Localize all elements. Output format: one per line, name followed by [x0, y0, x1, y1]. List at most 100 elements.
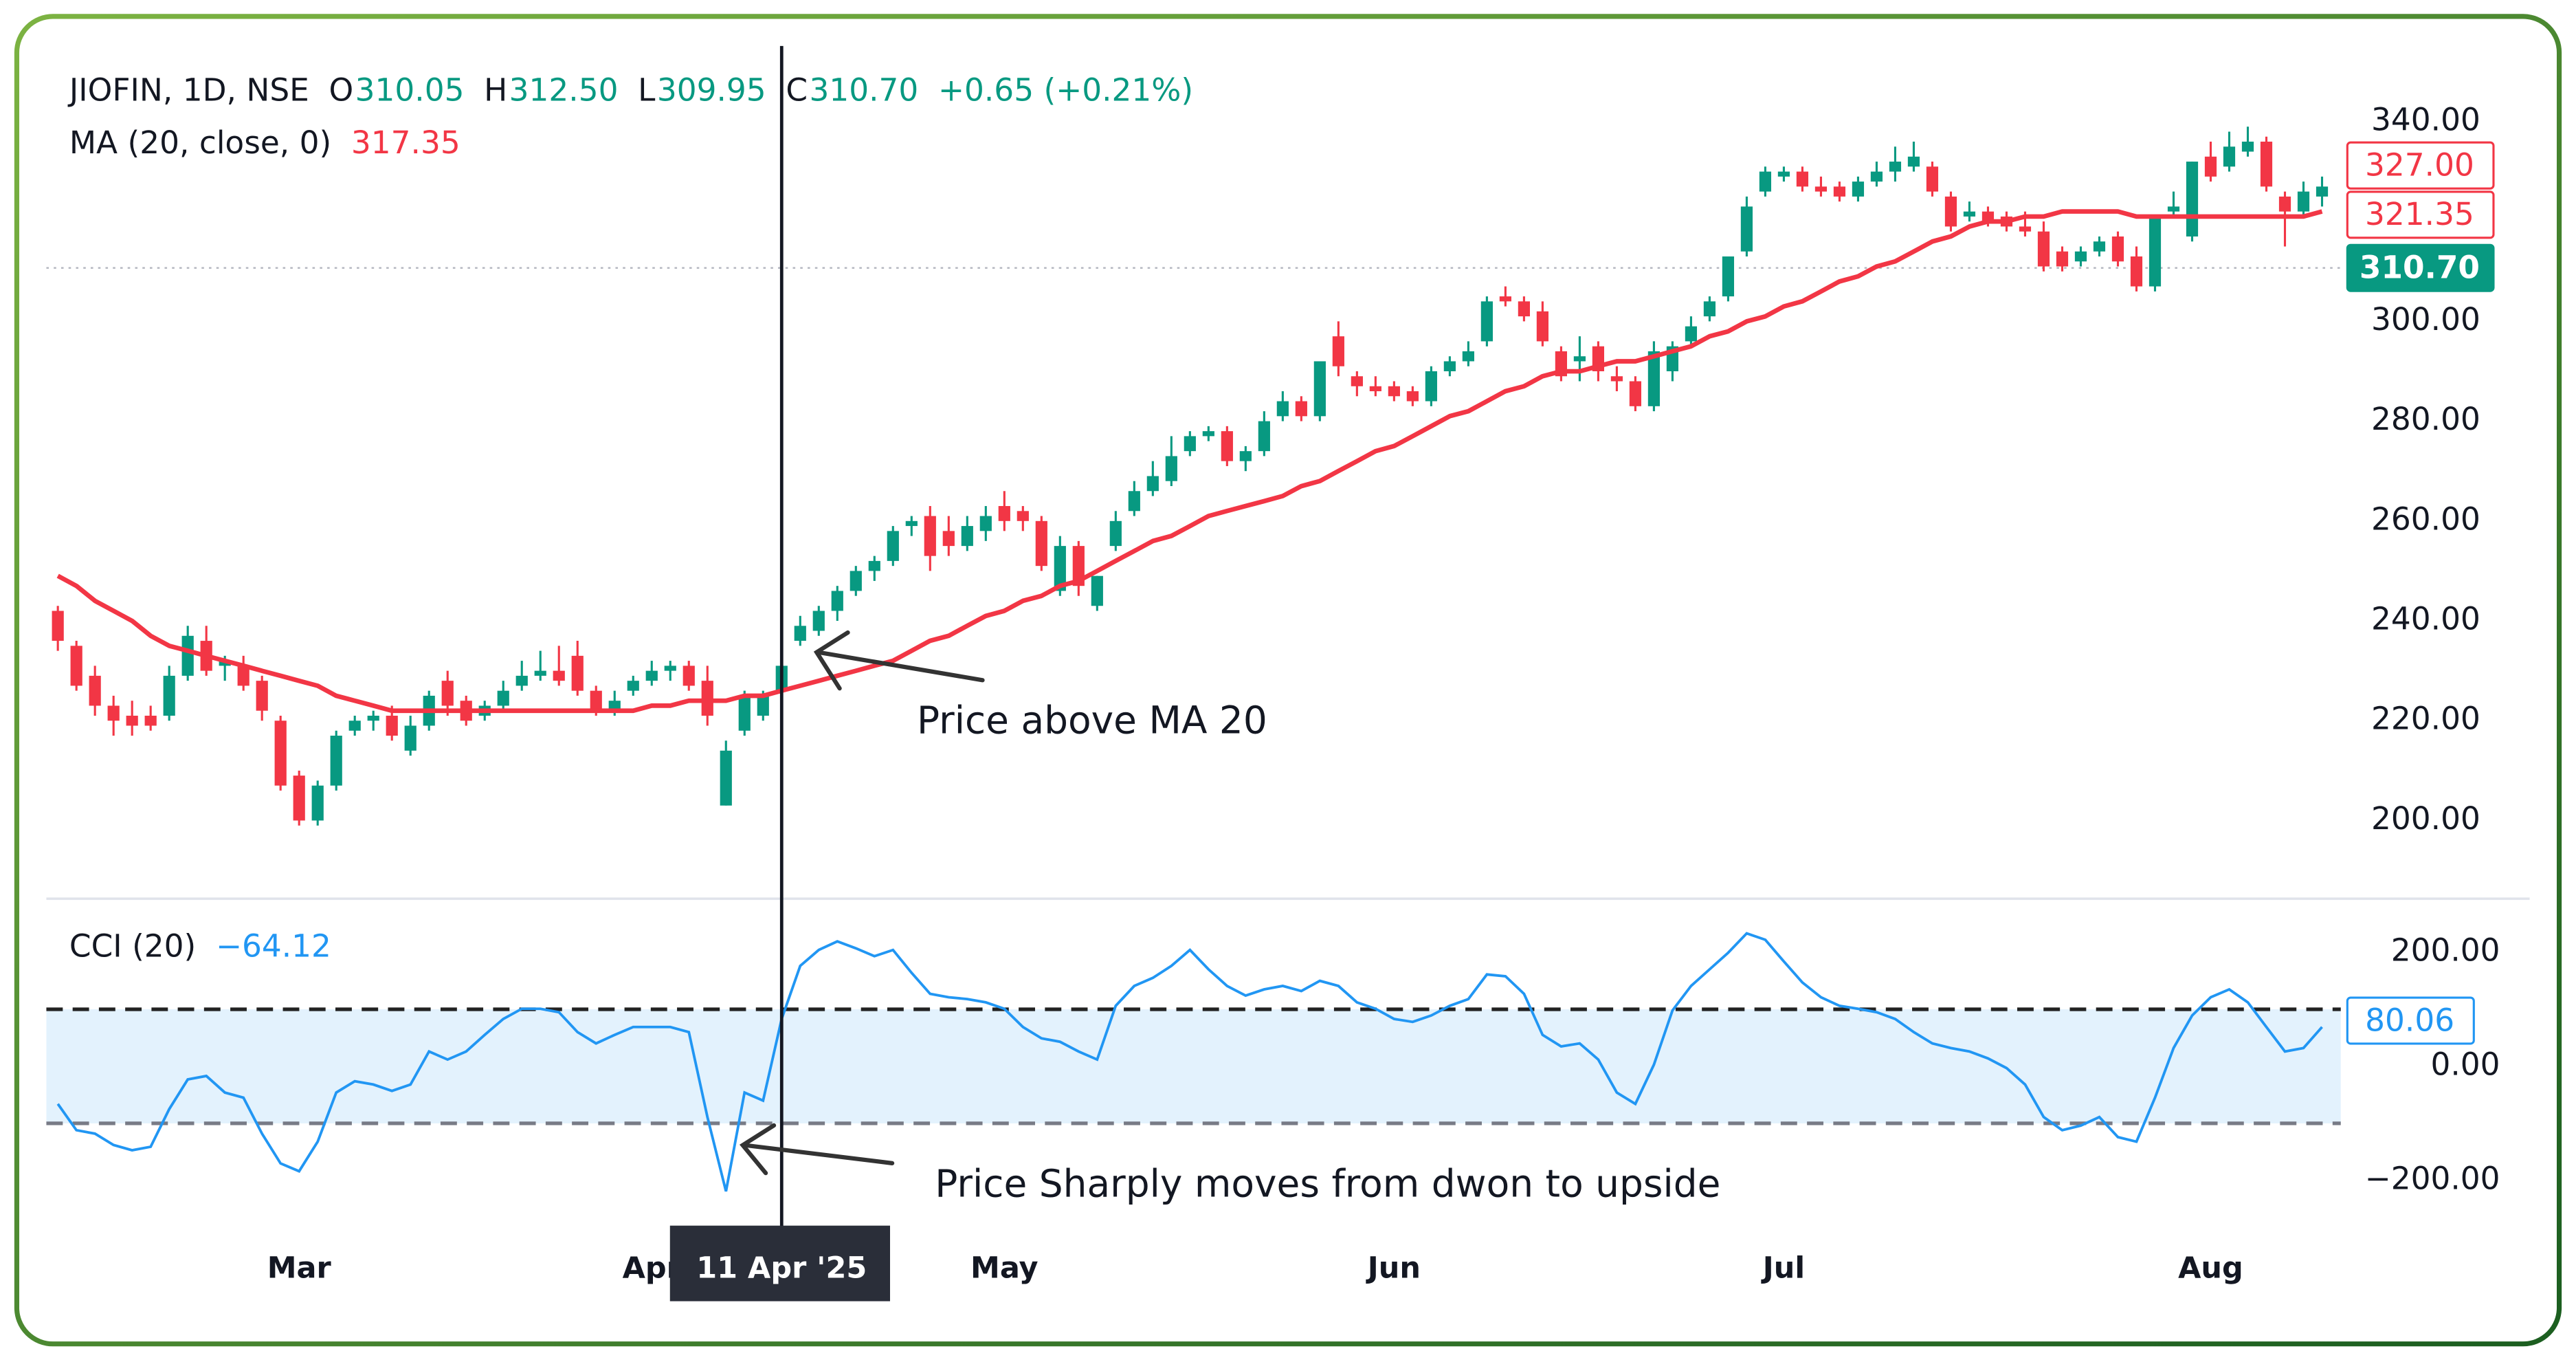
candle-body: [1332, 336, 1344, 366]
candle-body: [70, 646, 82, 686]
candle-body: [1406, 391, 1419, 402]
candle-body: [2167, 206, 2180, 212]
candle-body: [2130, 256, 2143, 287]
candle-body: [1035, 520, 1047, 567]
candle-body: [1221, 431, 1233, 461]
ohlc-key: C: [786, 72, 808, 108]
candle-body: [924, 516, 936, 556]
y-tick-label: 240.00: [2371, 601, 2480, 637]
candle-body: [720, 750, 732, 806]
candle-body: [961, 526, 973, 547]
candle-body: [256, 681, 268, 711]
candle-body: [701, 681, 713, 716]
cci-tag-label: 80.06: [2365, 1002, 2454, 1038]
candle-body: [794, 626, 806, 641]
candle-body: [1054, 546, 1066, 591]
candle-body: [404, 725, 417, 751]
candle-body: [757, 695, 769, 716]
candle-body: [2223, 146, 2236, 167]
plot-layer: 200.00220.00240.00260.00280.00300.00320.…: [46, 45, 2500, 1301]
candle-body: [1963, 211, 1976, 217]
candle-body: [2316, 186, 2329, 197]
legend-name: CCI (20): [69, 927, 196, 964]
candle-body: [1610, 376, 1623, 382]
candle-body: [126, 715, 138, 726]
candle-body: [1833, 186, 1846, 197]
candle-body: [497, 690, 509, 706]
candle-body: [812, 611, 825, 631]
candle-body: [1313, 361, 1326, 417]
crosshair-label-box: [669, 1225, 890, 1301]
candle-body: [2186, 162, 2199, 237]
cci-tick-label: 200.00: [2391, 932, 2500, 969]
symbol: JIOFIN, 1D, NSE: [67, 72, 309, 108]
y-tick-label: 220.00: [2371, 701, 2480, 737]
candle-body: [1425, 371, 1437, 402]
candle-body: [1703, 301, 1716, 317]
candle-body: [2111, 236, 2124, 262]
candle-body: [1091, 575, 1103, 606]
crosshair-label: 11 Apr '25: [696, 1251, 867, 1286]
price-tag: [2346, 190, 2495, 239]
candle-body: [2019, 226, 2032, 232]
candle-body: [1759, 171, 1772, 192]
candle-body: [2056, 251, 2069, 267]
candle-body: [386, 715, 398, 736]
candle-body: [237, 666, 249, 686]
candle-body: [1944, 196, 1957, 227]
candle-body: [1889, 162, 1902, 172]
candle-body: [1629, 381, 1642, 406]
candle-body: [348, 721, 361, 731]
candle-body: [1109, 520, 1122, 547]
candle-body: [998, 506, 1010, 521]
candle-body: [219, 661, 231, 666]
candle-body: [52, 611, 64, 641]
ohlc-value: 312.50: [509, 72, 619, 108]
candle-body: [1239, 451, 1252, 461]
ohlc-value: 310.05: [355, 72, 465, 108]
price-tag-label: 310.70: [2360, 250, 2480, 286]
candle-body: [1017, 511, 1029, 521]
candle-body: [1740, 206, 1753, 252]
ohlc-value: 309.95: [657, 72, 766, 108]
candle-body: [274, 721, 287, 786]
y-tick-label: 340.00: [2371, 101, 2480, 138]
candle-body: [2278, 196, 2291, 212]
candle-body: [330, 736, 342, 786]
x-tick-label: Jun: [1366, 1251, 1421, 1286]
candle-body: [1536, 311, 1548, 342]
candle-body: [1499, 296, 1511, 302]
candle-body: [1462, 351, 1474, 362]
candle-body: [181, 635, 194, 676]
candle-body: [1777, 171, 1790, 177]
candle-body: [367, 715, 379, 721]
cci-tag: [2346, 996, 2475, 1045]
candle-body: [1184, 436, 1196, 452]
candle-body: [942, 531, 955, 547]
candle-body: [2204, 156, 2217, 177]
candle-body: [1146, 476, 1159, 492]
candle-body: [2037, 231, 2050, 267]
candle-body: [1295, 401, 1307, 417]
cci-band: [46, 1009, 2341, 1123]
candle-body: [590, 690, 602, 711]
y-tick-label: 200.00: [2371, 800, 2480, 837]
candle-body: [163, 675, 175, 716]
x-tick-label: Mar: [267, 1251, 332, 1286]
candle-body: [2297, 191, 2310, 212]
candle-body: [868, 560, 880, 571]
candle-body: [1814, 186, 1828, 192]
candle-body: [1276, 401, 1289, 417]
candle-body: [682, 666, 695, 686]
candle-body: [1369, 386, 1381, 392]
ohlc-value: 310.70: [809, 72, 918, 108]
candle-body: [1722, 256, 1735, 297]
candle-body: [1573, 356, 1586, 362]
candle-body: [979, 516, 992, 531]
x-tick-label: Jul: [1761, 1251, 1805, 1286]
annotation-arrow: [740, 630, 985, 1176]
candle-body: [1852, 182, 1865, 197]
candle-body: [1388, 386, 1400, 397]
candle-body: [1258, 421, 1270, 452]
